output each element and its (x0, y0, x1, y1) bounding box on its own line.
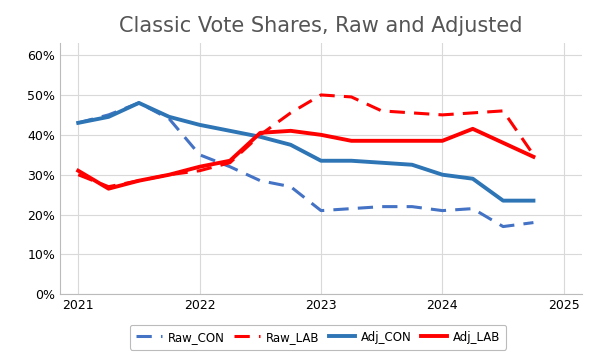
Raw_LAB (166, 173, 173, 177)
Raw_CON (257, 178, 264, 183)
Adj_CON (74, 121, 82, 125)
Raw_CON (226, 164, 233, 169)
Raw_CON (469, 206, 476, 211)
Raw_LAB (74, 173, 82, 177)
Line: Raw_CON: Raw_CON (78, 103, 533, 227)
Raw_LAB (378, 109, 385, 113)
Raw_LAB (317, 93, 325, 97)
Raw_LAB (136, 178, 143, 183)
Adj_CON (499, 199, 506, 203)
Line: Adj_LAB: Adj_LAB (78, 129, 533, 189)
Raw_LAB (409, 111, 416, 115)
Adj_CON (348, 159, 355, 163)
Raw_LAB (287, 111, 294, 115)
Line: Raw_LAB: Raw_LAB (78, 95, 533, 187)
Raw_LAB (530, 153, 537, 157)
Raw_LAB (348, 95, 355, 99)
Adj_LAB (136, 178, 143, 183)
Adj_CON (317, 159, 325, 163)
Adj_CON (439, 173, 446, 177)
Raw_CON (196, 153, 203, 157)
Raw_CON (287, 185, 294, 189)
Adj_CON (378, 160, 385, 165)
Raw_LAB (105, 185, 112, 189)
Adj_CON (226, 129, 233, 133)
Raw_CON (136, 101, 143, 105)
Raw_CON (317, 209, 325, 213)
Raw_CON (499, 224, 506, 229)
Raw_CON (166, 117, 173, 121)
Adj_LAB (530, 155, 537, 159)
Raw_CON (105, 113, 112, 117)
Adj_LAB (257, 131, 264, 135)
Adj_CON (409, 163, 416, 167)
Adj_LAB (378, 139, 385, 143)
Raw_LAB (499, 109, 506, 113)
Raw_LAB (257, 133, 264, 137)
Adj_LAB (166, 173, 173, 177)
Adj_CON (287, 143, 294, 147)
Adj_LAB (196, 164, 203, 169)
Adj_LAB (499, 141, 506, 145)
Legend: Raw_CON, Raw_LAB, Adj_CON, Adj_LAB: Raw_CON, Raw_LAB, Adj_CON, Adj_LAB (130, 325, 506, 350)
Adj_CON (469, 177, 476, 181)
Raw_LAB (226, 160, 233, 165)
Raw_LAB (196, 169, 203, 173)
Adj_CON (530, 199, 537, 203)
Adj_LAB (287, 129, 294, 133)
Raw_LAB (469, 111, 476, 115)
Adj_LAB (74, 169, 82, 173)
Adj_CON (196, 123, 203, 127)
Raw_CON (439, 209, 446, 213)
Adj_LAB (226, 159, 233, 163)
Raw_CON (530, 220, 537, 225)
Adj_LAB (409, 139, 416, 143)
Adj_CON (166, 115, 173, 119)
Adj_LAB (348, 139, 355, 143)
Adj_LAB (469, 127, 476, 131)
Adj_CON (105, 115, 112, 119)
Adj_LAB (439, 139, 446, 143)
Adj_CON (136, 101, 143, 105)
Adj_LAB (317, 133, 325, 137)
Raw_CON (348, 206, 355, 211)
Raw_CON (74, 121, 82, 125)
Title: Classic Vote Shares, Raw and Adjusted: Classic Vote Shares, Raw and Adjusted (119, 16, 523, 36)
Line: Adj_CON: Adj_CON (78, 103, 533, 201)
Adj_CON (257, 135, 264, 139)
Adj_LAB (105, 187, 112, 191)
Raw_LAB (439, 113, 446, 117)
Raw_CON (378, 205, 385, 209)
Raw_CON (409, 205, 416, 209)
